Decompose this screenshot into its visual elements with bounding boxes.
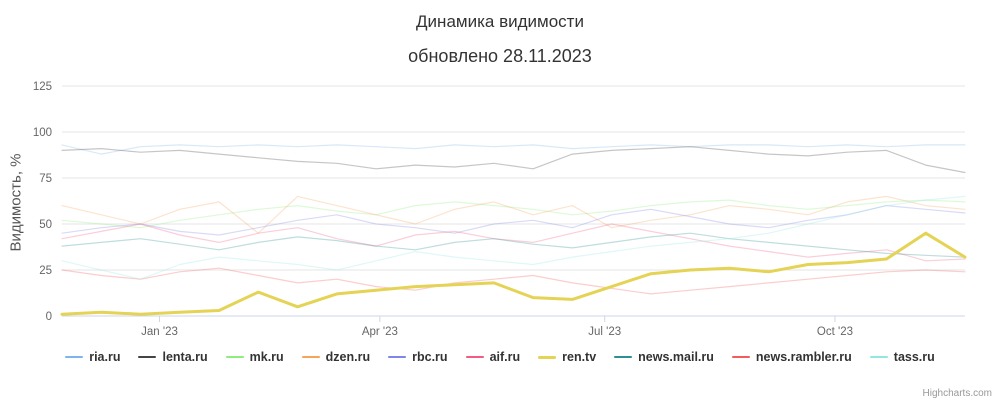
legend-label-lenta.ru: lenta.ru: [162, 350, 208, 364]
legend-label-news.rambler.ru: news.rambler.ru: [755, 350, 852, 364]
legend-item-mk.ru[interactable]: mk.ru: [225, 350, 284, 364]
legend-label-aif.ru: aif.ru: [489, 350, 521, 364]
x-tick-label: Jul '23: [588, 326, 621, 338]
legend-label-mk.ru: mk.ru: [249, 350, 284, 364]
series-line-news.rambler.ru[interactable]: [61, 267, 966, 295]
legend-label-rbc.ru: rbc.ru: [412, 350, 448, 364]
series-line-tass.ru[interactable]: [61, 195, 966, 280]
legend-item-lenta.ru[interactable]: lenta.ru: [138, 350, 208, 364]
series-line-aif.ru[interactable]: [61, 223, 966, 262]
legend-marker-aif.ru: [465, 356, 484, 358]
legend-label-tass.ru: tass.ru: [893, 350, 935, 364]
legend-marker-ria.ru: [65, 356, 84, 358]
series-line-news.mail.ru[interactable]: [61, 232, 966, 258]
legend-marker-ren.tv: [538, 355, 557, 359]
legend-item-rbc.ru[interactable]: rbc.ru: [388, 350, 448, 364]
legend-item-ria.ru[interactable]: ria.ru: [65, 350, 120, 364]
legend-marker-news.rambler.ru: [731, 356, 750, 358]
series-line-dzen.ru[interactable]: [61, 195, 966, 234]
legend-label-ria.ru: ria.ru: [89, 350, 121, 364]
series-line-mk.ru[interactable]: [61, 199, 966, 229]
legend-marker-tass.ru: [869, 356, 888, 358]
y-tick-label-75: 75: [39, 173, 52, 185]
series-line-lenta.ru[interactable]: [61, 146, 966, 174]
legend-marker-news.mail.ru: [614, 356, 633, 358]
x-tick-label: Oct '23: [817, 326, 853, 338]
legend-item-aif.ru[interactable]: aif.ru: [465, 350, 521, 364]
legend-marker-mk.ru: [225, 356, 244, 358]
legend-item-ren.tv[interactable]: ren.tv: [538, 350, 596, 364]
y-tick-label-25: 25: [39, 265, 52, 277]
chart-subtitle: обновлено 28.11.2023: [408, 46, 592, 66]
series-line-ria.ru[interactable]: [61, 144, 966, 155]
y-tick-label-0: 0: [46, 311, 52, 323]
y-tick-label-100: 100: [33, 127, 52, 139]
legend-marker-lenta.ru: [138, 356, 157, 358]
legend-item-dzen.ru[interactable]: dzen.ru: [301, 350, 371, 364]
legend-item-news.mail.ru[interactable]: news.mail.ru: [614, 350, 714, 364]
series-line-rbc.ru[interactable]: [61, 205, 966, 236]
legend-item-tass.ru[interactable]: tass.ru: [869, 350, 935, 364]
chart-title: Динамика видимости: [416, 12, 584, 31]
series-line-ren.tv[interactable]: [60, 231, 967, 316]
legend-label-ren.tv: ren.tv: [562, 350, 597, 364]
legend-marker-rbc.ru: [388, 356, 407, 358]
x-tick-label: Apr '23: [362, 326, 398, 338]
legend-marker-dzen.ru: [301, 356, 320, 358]
legend-label-dzen.ru: dzen.ru: [325, 350, 371, 364]
chart-legend: ria.ru lenta.ru mk.ru dzen.ru rbc.ru aif.ru re…: [0, 350, 1000, 364]
highcharts-credits[interactable]: Highcharts.com: [922, 388, 992, 399]
y-tick-label-125: 125: [33, 81, 52, 93]
y-tick-label-50: 50: [39, 219, 52, 231]
x-tick-label: Jan '23: [141, 326, 178, 338]
legend-label-news.mail.ru: news.mail.ru: [638, 350, 714, 364]
legend-item-news.rambler.ru[interactable]: news.rambler.ru: [731, 350, 852, 364]
